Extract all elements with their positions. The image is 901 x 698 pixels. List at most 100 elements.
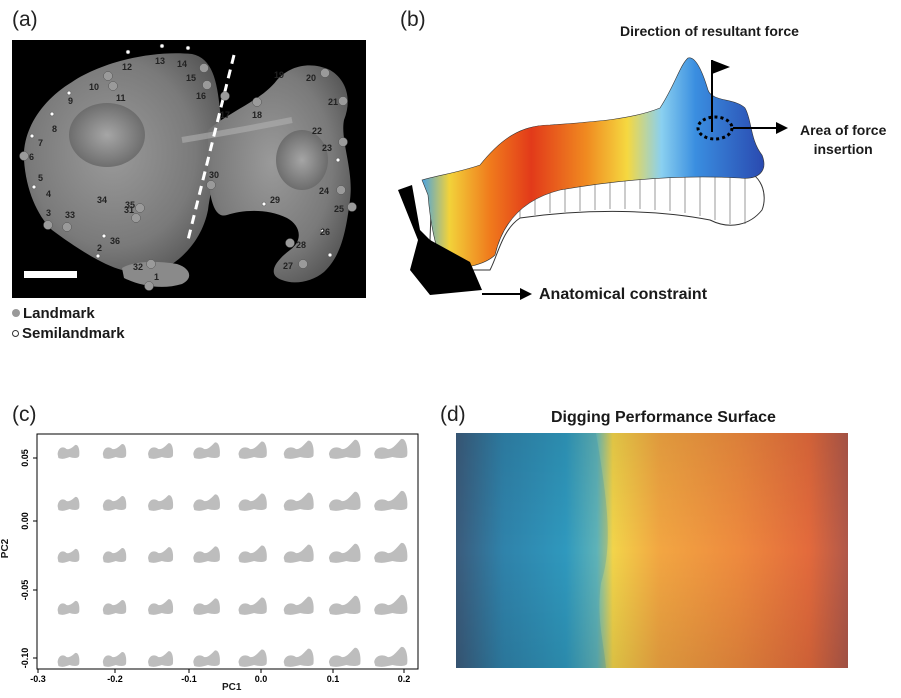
morphospace-shape xyxy=(328,491,361,511)
landmark-num-11: 11 xyxy=(116,93,126,103)
landmark-num-10: 10 xyxy=(89,82,99,92)
morphospace-shape xyxy=(102,600,127,615)
anatomical-constraint-label: Anatomical constraint xyxy=(539,286,708,303)
landmark-num-2: 2 xyxy=(97,243,102,253)
morphospace-shape xyxy=(148,599,174,615)
landmark-num-5: 5 xyxy=(38,173,43,183)
morphospace-shape xyxy=(148,443,174,459)
landmark-num-8: 8 xyxy=(52,124,57,134)
panel-d-letter: (d) xyxy=(440,403,466,426)
morphospace-shape xyxy=(193,650,220,667)
morphospace-shape xyxy=(102,496,127,511)
morphospace-shape xyxy=(374,542,408,563)
landmark-num-29: 29 xyxy=(270,195,280,205)
morphospace-shape xyxy=(102,444,127,459)
plot-frame xyxy=(36,433,419,670)
morphospace-shape xyxy=(374,438,408,459)
landmark-num-3: 3 xyxy=(46,208,51,218)
morphospace-shape xyxy=(148,651,174,667)
landmark-num-1: 1 xyxy=(154,272,159,282)
morphospace-shape xyxy=(102,548,127,563)
y-axis-ticks: 0.05 0.00 -0.05 -0.10 xyxy=(20,449,37,668)
landmark-num-33: 33 xyxy=(65,210,75,220)
panel-a-letter: (a) xyxy=(12,8,38,31)
landmark-num-14: 14 xyxy=(177,59,187,69)
landmark-num-34: 34 xyxy=(97,195,107,205)
morphospace-shape xyxy=(283,596,314,615)
morphospace-shape xyxy=(238,597,267,615)
x-tick-label: -0.1 xyxy=(181,674,197,684)
landmark-num-7: 7 xyxy=(38,138,43,148)
y-tick-label: 0.00 xyxy=(20,512,30,530)
landmark-num-22: 22 xyxy=(312,126,322,136)
landmark-num-18: 18 xyxy=(252,110,262,120)
morphospace-shape xyxy=(328,543,361,563)
landmark-num-16: 16 xyxy=(196,91,206,101)
morphospace-shape xyxy=(328,647,361,667)
panel-a-bone-photo: 1 2 3 4 5 6 7 8 9 10 11 12 13 14 15 16 1… xyxy=(12,40,366,298)
panel-c-morphospace: -0.3 -0.2 -0.1 0.0 0.1 0.2 0.05 0.00 -0.05 -0.10 xyxy=(20,433,419,684)
landmark-legend-icon xyxy=(12,309,20,317)
landmark-num-31: 31 xyxy=(124,205,134,215)
landmark-num-9: 9 xyxy=(68,96,73,106)
x-tick-label: 0.0 xyxy=(255,674,268,684)
landmark-num-23: 23 xyxy=(322,143,332,153)
performance-surface xyxy=(456,433,848,668)
landmark-legend-label: Landmark xyxy=(23,304,95,322)
landmark-num-4: 4 xyxy=(46,189,51,199)
shape-grid xyxy=(57,438,408,667)
y-tick-label: -0.10 xyxy=(20,648,30,669)
morphospace-shape xyxy=(374,646,408,667)
landmark-num-12: 12 xyxy=(122,62,132,72)
landmark-num-15: 15 xyxy=(186,73,196,83)
morphospace-shape xyxy=(238,545,267,563)
morphospace-shape xyxy=(57,444,80,459)
landmark-num-24: 24 xyxy=(319,186,329,196)
panel-d-title: Digging Performance Surface xyxy=(551,409,776,426)
morphospace-shape xyxy=(283,440,314,459)
panel-c-letter: (c) xyxy=(12,403,37,426)
x-tick-label: -0.3 xyxy=(30,674,46,684)
morphospace-shape xyxy=(193,546,220,563)
morphospace-shape xyxy=(57,652,80,667)
landmark-num-13: 13 xyxy=(155,56,165,66)
morphospace-shape xyxy=(193,598,220,615)
panel-a-legend: Landmark Semilandmark xyxy=(12,303,125,343)
semilandmark-legend-label: Semilandmark xyxy=(22,324,125,342)
morphospace-shape xyxy=(283,648,314,667)
landmark-num-30: 30 xyxy=(209,170,219,180)
x-tick-label: 0.1 xyxy=(327,674,340,684)
morphospace-shape xyxy=(193,494,220,511)
morphospace-shape xyxy=(328,595,361,615)
morphospace-shape xyxy=(238,493,267,511)
landmark-num-6: 6 xyxy=(29,152,34,162)
landmark-num-25: 25 xyxy=(334,204,344,214)
x-tick-label: 0.2 xyxy=(398,674,411,684)
landmark-num-19: 19 xyxy=(274,70,284,80)
semilandmark-legend-icon xyxy=(12,329,19,337)
landmark-num-26: 26 xyxy=(320,227,330,237)
x-axis-label: PC1 xyxy=(222,682,242,693)
panel-b-fea-model xyxy=(398,57,788,300)
x-tick-label: -0.2 xyxy=(107,674,123,684)
morphospace-shape xyxy=(374,594,408,615)
direction-of-force-label: Direction of resultant force xyxy=(620,23,799,39)
y-tick-label: 0.05 xyxy=(20,449,30,467)
area-of-force-line2: insertion xyxy=(813,141,873,157)
landmark-num-27: 27 xyxy=(283,261,293,271)
landmark-num-21: 21 xyxy=(328,97,338,107)
y-tick-label: -0.05 xyxy=(20,580,30,601)
landmark-num-20: 20 xyxy=(306,73,316,83)
landmark-num-36: 36 xyxy=(110,236,120,246)
morphospace-shape xyxy=(148,495,174,511)
landmark-num-35: 35 xyxy=(125,200,135,210)
morphospace-shape xyxy=(283,492,314,511)
panel-b-letter: (b) xyxy=(400,8,426,31)
landmark-num-28: 28 xyxy=(296,240,306,250)
morphospace-shape xyxy=(374,490,408,511)
area-of-force-label: Area of force insertion xyxy=(800,121,886,159)
morphospace-shape xyxy=(283,544,314,563)
morphospace-shape xyxy=(238,441,267,459)
morphospace-shape xyxy=(148,547,174,563)
area-of-force-line1: Area of force xyxy=(800,122,887,138)
